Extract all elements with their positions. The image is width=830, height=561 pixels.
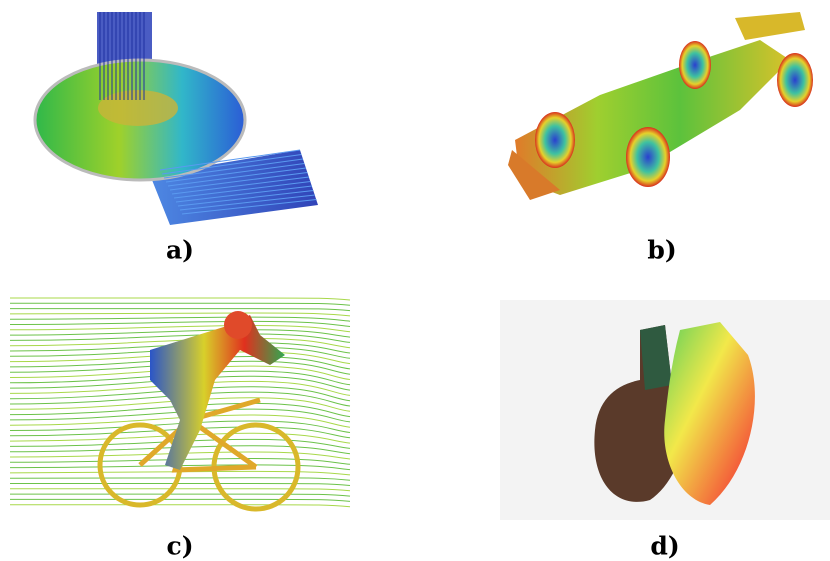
streamline	[9, 370, 351, 386]
streamline	[165, 163, 305, 183]
streamline	[9, 380, 351, 396]
car-body	[515, 40, 790, 195]
streamline	[9, 360, 351, 375]
streamline	[9, 386, 351, 402]
vessels	[640, 325, 672, 390]
streamline	[10, 488, 351, 492]
streamline	[9, 451, 351, 460]
streamline	[9, 438, 351, 449]
panel-label: a)	[166, 236, 194, 265]
streamlines	[99, 12, 317, 215]
panel-label: c)	[166, 532, 193, 561]
streamline	[9, 365, 351, 380]
streamline	[175, 185, 313, 203]
panel-label: b)	[647, 236, 676, 265]
streamline	[10, 493, 351, 497]
streamline	[10, 483, 351, 486]
streamline	[179, 194, 316, 211]
streamline	[173, 181, 311, 199]
streamlines	[9, 297, 351, 508]
streamline	[9, 426, 351, 439]
wheel	[679, 41, 711, 89]
rear-wing	[735, 12, 805, 40]
streamline	[171, 176, 310, 195]
streamline	[159, 149, 301, 171]
streamline	[9, 504, 351, 508]
wheel	[535, 112, 575, 168]
impeller	[98, 90, 178, 126]
streamline	[161, 154, 302, 175]
rider	[150, 315, 285, 470]
streamline	[9, 457, 351, 465]
panel-c-image	[9, 297, 351, 512]
panel-b-image	[508, 12, 813, 200]
streamline	[9, 375, 351, 391]
streamline	[9, 320, 351, 327]
streamline	[9, 464, 351, 471]
streamline	[9, 397, 351, 412]
streamline	[9, 391, 351, 407]
streamline	[9, 498, 351, 502]
heart-right	[664, 322, 755, 505]
streamline	[9, 302, 351, 306]
streamline	[169, 172, 308, 191]
streamline	[9, 420, 351, 433]
streamline	[9, 297, 351, 301]
front-wing	[508, 150, 560, 200]
streamline	[167, 167, 307, 187]
streamline	[9, 414, 351, 428]
helmet	[224, 311, 252, 339]
streamline	[9, 402, 351, 418]
panel-a-image	[33, 12, 318, 225]
streamline	[163, 158, 304, 179]
streamline	[9, 316, 351, 322]
streamline	[9, 312, 351, 317]
streamline	[181, 199, 317, 215]
panel-label: d)	[650, 532, 679, 561]
streamline	[9, 470, 351, 476]
panel-d-image	[500, 300, 830, 520]
streamline	[10, 308, 351, 312]
wheel	[626, 127, 670, 187]
streamline	[9, 477, 351, 481]
streamline	[177, 190, 314, 207]
wheel	[777, 53, 813, 107]
